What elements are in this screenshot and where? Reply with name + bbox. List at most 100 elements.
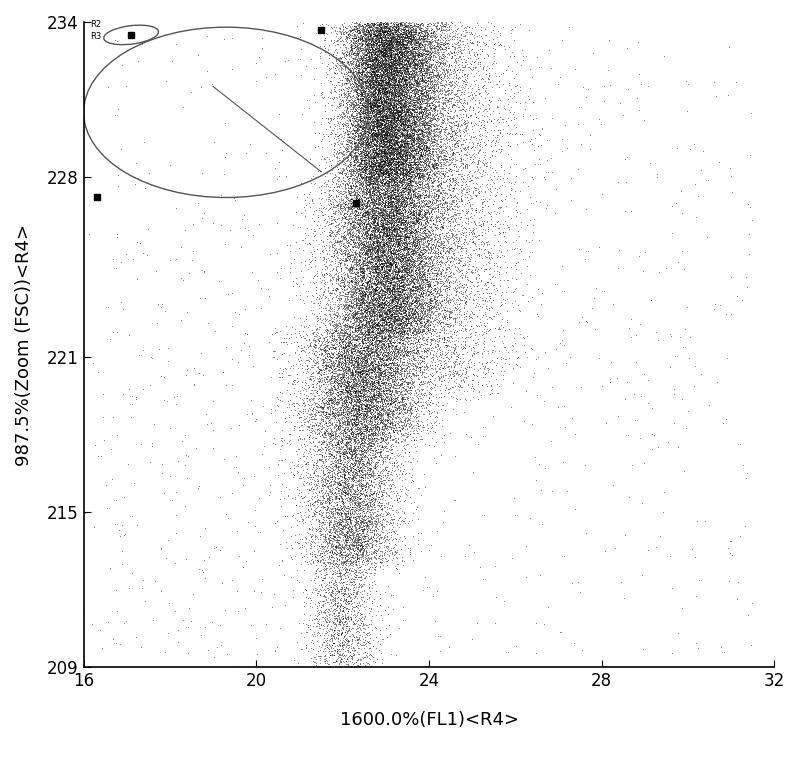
- Point: [408, 60, 421, 73]
- Point: [392, 182, 405, 195]
- Point: [379, 309, 392, 321]
- Point: [371, 250, 384, 262]
- Point: [398, 123, 411, 135]
- Point: [382, 344, 395, 356]
- Point: [404, 405, 417, 417]
- Point: [371, 229, 384, 242]
- Point: [410, 96, 422, 108]
- Point: [385, 66, 398, 78]
- Point: [322, 280, 334, 293]
- Point: [380, 164, 393, 177]
- Point: [361, 428, 374, 440]
- Point: [350, 297, 362, 309]
- Point: [437, 107, 450, 120]
- Point: [333, 74, 346, 86]
- Point: [398, 283, 411, 296]
- Point: [340, 518, 353, 530]
- Point: [355, 72, 368, 85]
- Point: [382, 41, 394, 54]
- Point: [371, 115, 384, 128]
- Point: [344, 493, 357, 505]
- Point: [399, 149, 412, 161]
- Point: [386, 319, 398, 331]
- Point: [395, 283, 408, 295]
- Point: [349, 137, 362, 150]
- Point: [380, 297, 393, 309]
- Point: [403, 177, 416, 189]
- Point: [352, 527, 365, 539]
- Point: [489, 560, 502, 572]
- Point: [309, 503, 322, 516]
- Point: [430, 161, 443, 174]
- Point: [354, 376, 367, 388]
- Point: [418, 52, 431, 65]
- Point: [404, 178, 417, 190]
- Point: [384, 316, 397, 328]
- Point: [400, 103, 413, 116]
- Point: [387, 283, 400, 296]
- Point: [402, 236, 414, 249]
- Point: [391, 163, 404, 175]
- Point: [404, 422, 417, 435]
- Point: [404, 166, 417, 179]
- Point: [346, 138, 358, 150]
- Point: [392, 359, 405, 371]
- Point: [407, 31, 420, 44]
- Point: [381, 32, 394, 45]
- Point: [458, 56, 471, 69]
- Point: [366, 249, 378, 262]
- Point: [402, 64, 414, 77]
- Point: [384, 38, 397, 50]
- Point: [340, 612, 353, 625]
- Point: [326, 366, 338, 378]
- Point: [340, 344, 353, 356]
- Point: [360, 49, 373, 62]
- Point: [380, 309, 393, 321]
- Point: [343, 171, 356, 184]
- Point: [366, 400, 379, 413]
- Point: [406, 44, 418, 56]
- Point: [338, 127, 350, 139]
- Point: [350, 334, 362, 346]
- Point: [430, 329, 442, 341]
- Point: [387, 114, 400, 126]
- Point: [384, 244, 397, 256]
- Point: [406, 359, 419, 372]
- Point: [382, 409, 394, 421]
- Point: [390, 128, 402, 141]
- Point: [343, 176, 356, 189]
- Point: [454, 265, 466, 277]
- Point: [405, 17, 418, 30]
- Point: [330, 364, 343, 377]
- Point: [390, 38, 403, 51]
- Point: [335, 433, 348, 446]
- Point: [404, 356, 417, 369]
- Point: [334, 352, 346, 365]
- Point: [415, 277, 428, 290]
- Point: [394, 101, 406, 114]
- Point: [368, 152, 381, 164]
- Point: [482, 249, 495, 262]
- Point: [354, 85, 367, 97]
- Point: [415, 117, 428, 130]
- Point: [345, 38, 358, 51]
- Point: [437, 103, 450, 115]
- Point: [363, 52, 376, 65]
- Point: [403, 33, 416, 45]
- Point: [354, 296, 366, 309]
- Point: [491, 25, 504, 38]
- Point: [370, 114, 382, 127]
- Point: [364, 62, 377, 74]
- Point: [434, 207, 447, 220]
- Point: [376, 384, 389, 397]
- Point: [362, 362, 375, 374]
- Point: [362, 243, 374, 255]
- Point: [362, 402, 374, 414]
- Point: [393, 241, 406, 254]
- Point: [342, 223, 355, 236]
- Point: [385, 56, 398, 69]
- Point: [388, 296, 401, 309]
- Point: [359, 28, 372, 41]
- Point: [409, 87, 422, 99]
- Point: [330, 226, 343, 238]
